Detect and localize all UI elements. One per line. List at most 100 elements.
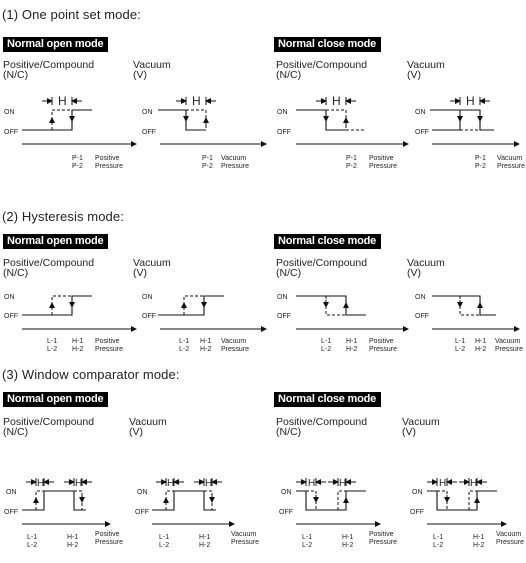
off-label: OFF [277, 313, 291, 320]
x-label: P-1 [72, 155, 83, 162]
x-label: L-1 [27, 534, 37, 541]
h-label: H [75, 478, 82, 489]
badge-normal-open: Normal open mode [3, 37, 109, 52]
x-label: H-1 [200, 338, 211, 345]
signal-line [22, 490, 86, 511]
pressure-label: Vacuum [495, 338, 520, 345]
signal-line [22, 295, 92, 316]
pressure-label: Positive [369, 155, 394, 162]
signal-line [296, 295, 366, 316]
x-label: H-2 [200, 346, 211, 353]
label-vacuum: Vacuum (V) [407, 59, 445, 81]
x-label: H-1 [475, 338, 486, 345]
hysteresis-dash [165, 490, 174, 510]
label-vacuum: Vacuum (V) [133, 59, 171, 81]
label-vacuum: Vacuum (V) [129, 416, 167, 438]
h-label: H [339, 478, 346, 489]
badge-normal-open: Normal open mode [3, 234, 109, 249]
x-label: L-1 [455, 338, 465, 345]
x-label: L-2 [302, 542, 312, 549]
pressure-label: Pressure [95, 163, 123, 170]
x-label: H-1 [199, 534, 210, 541]
pressure-label: Pressure [95, 539, 123, 546]
h-label: H [58, 94, 67, 108]
x-label: H-1 [67, 534, 78, 541]
badge-normal-open: Normal open mode [3, 392, 109, 407]
x-label: L-2 [433, 542, 443, 549]
x-label: H-2 [346, 346, 357, 353]
x-label: H-2 [475, 346, 486, 353]
x-label: L-2 [27, 542, 37, 549]
signal-line [427, 490, 497, 511]
h-label: H [308, 478, 315, 489]
waveform-panel: ON OFF H H L-1 L-2 H-1 H-2 Vacuum Pressu… [135, 478, 259, 549]
hysteresis-dash [51, 109, 72, 130]
hysteresis-dash [468, 490, 477, 510]
waveform-panel: ON OFF H H L-1 L-2 H-1 H-2 Vacuum Pressu… [410, 478, 524, 549]
on-label: ON [142, 294, 153, 301]
signal-line [460, 109, 494, 131]
x-label: L-1 [159, 534, 169, 541]
pressure-label: Positive [369, 338, 394, 345]
x-label: P-2 [72, 163, 83, 170]
waveform-panel: ON OFF L-1 L-2 H-1 H-2 Positive Pressure [277, 294, 409, 353]
pressure-label: Vacuum [221, 155, 246, 162]
off-label: OFF [4, 129, 18, 136]
waveform-panel: ON OFF H P-1 P-2 Positive Pressure [277, 94, 409, 170]
hysteresis-dash [437, 490, 448, 510]
section-title-window-comparator: (3) Window comparator mode: [2, 367, 180, 382]
pressure-label: Pressure [95, 346, 123, 353]
pressure-label: Positive [95, 155, 120, 162]
x-label: L-1 [47, 338, 57, 345]
x-label: L-2 [47, 346, 57, 353]
hysteresis-dash [460, 110, 481, 131]
pressure-label: Positive [95, 338, 120, 345]
signal-line [158, 295, 224, 316]
off-label: OFF [142, 129, 156, 136]
section-title-one-point: (1) One point set mode: [2, 7, 141, 22]
on-label: ON [4, 294, 15, 301]
pressure-label: Positive [369, 531, 394, 538]
hysteresis-dash [204, 490, 213, 510]
waveform-panel: ON OFF L-1 L-2 H-1 H-2 Vacuum Pressure [142, 294, 267, 353]
on-label: ON [281, 489, 292, 496]
signal-line [22, 109, 92, 131]
waveform-panel: ON OFF H H L-1 L-2 H-1 H-2 Positive Pres… [279, 478, 397, 549]
hysteresis-dash [306, 490, 317, 510]
pressure-label: Vacuum [497, 155, 522, 162]
hysteresis-dash [74, 490, 83, 510]
on-label: ON [277, 294, 288, 301]
on-label: ON [137, 489, 148, 496]
x-label: H-2 [72, 346, 83, 353]
hysteresis-dash [35, 490, 44, 510]
hysteresis-dash [186, 109, 207, 130]
x-label: H-2 [199, 542, 210, 549]
pressure-label: Pressure [231, 539, 259, 546]
on-label: ON [415, 109, 426, 116]
label-vacuum: Vacuum (V) [133, 257, 171, 279]
pressure-label: Pressure [369, 539, 397, 546]
on-label: ON [412, 489, 423, 496]
pressure-label: Vacuum [496, 531, 521, 538]
section-title-hysteresis: (2) Hysteresis mode: [2, 209, 124, 224]
waveform-panel: ON OFF L-1 L-2 H-1 H-2 Vacuum Pressure [415, 294, 523, 353]
off-label: OFF [279, 509, 293, 516]
pressure-label: Pressure [221, 163, 249, 170]
waveform-panel: ON OFF H P-1 P-2 Vacuum Pressure [142, 94, 267, 170]
signal-line [158, 109, 206, 131]
signal-line [296, 109, 346, 131]
pressure-label: Vacuum [221, 338, 246, 345]
x-label: H-1 [342, 534, 353, 541]
label-positive-compound: Positive/Compound (N/C) [276, 257, 368, 279]
off-label: OFF [4, 509, 18, 516]
x-label: L-1 [302, 534, 312, 541]
x-label: P-1 [346, 155, 357, 162]
label-vacuum: Vacuum (V) [407, 257, 445, 279]
pressure-label: Vacuum [231, 531, 256, 538]
x-label: L-2 [159, 542, 169, 549]
h-label: H [470, 478, 477, 489]
x-label: L-2 [321, 346, 331, 353]
label-vacuum: Vacuum (V) [402, 416, 440, 438]
